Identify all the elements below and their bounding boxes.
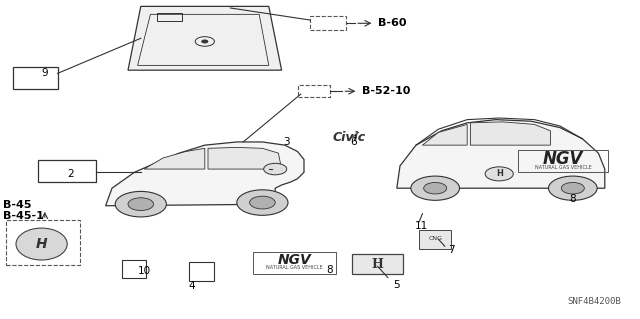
Text: 10: 10 [138, 266, 151, 276]
Circle shape [264, 163, 287, 175]
Text: 3: 3 [284, 137, 290, 147]
Bar [253, 252, 336, 274]
Polygon shape [144, 148, 205, 169]
Bar [157, 13, 182, 21]
Circle shape [202, 40, 208, 43]
Bar [6, 220, 80, 265]
Text: 9: 9 [42, 68, 48, 78]
Text: H: H [36, 237, 47, 251]
Text: 2: 2 [67, 169, 74, 179]
Text: 8: 8 [570, 194, 576, 204]
Circle shape [237, 190, 288, 215]
Polygon shape [106, 142, 304, 206]
Bar [310, 16, 346, 30]
Text: NGV: NGV [543, 151, 584, 168]
Bar [518, 150, 608, 172]
Bar [38, 160, 96, 182]
Bar [352, 254, 403, 274]
Polygon shape [422, 124, 467, 145]
Text: Civic: Civic [332, 131, 365, 144]
Bar [419, 230, 451, 249]
Bar [13, 67, 58, 89]
Text: CNG: CNG [428, 236, 442, 241]
Circle shape [128, 198, 154, 211]
Text: 6: 6 [350, 137, 356, 147]
Circle shape [424, 182, 447, 194]
Bar [298, 85, 330, 97]
Circle shape [561, 182, 584, 194]
Text: B-60: B-60 [378, 18, 406, 28]
Circle shape [250, 196, 275, 209]
Polygon shape [128, 6, 282, 70]
Polygon shape [397, 120, 605, 188]
Text: NATURAL GAS VEHICLE: NATURAL GAS VEHICLE [535, 165, 591, 170]
Circle shape [411, 176, 460, 200]
Polygon shape [208, 147, 282, 169]
Text: B-45
B-45-1: B-45 B-45-1 [3, 200, 44, 221]
Text: B-52-10: B-52-10 [362, 86, 410, 96]
Circle shape [548, 176, 597, 200]
Bar [189, 262, 214, 281]
Text: H: H [372, 258, 383, 271]
Circle shape [115, 191, 166, 217]
Text: 8: 8 [326, 264, 333, 275]
Text: 7: 7 [448, 245, 454, 256]
Text: NGV: NGV [278, 253, 311, 267]
Text: SNF4B4200B: SNF4B4200B [567, 297, 621, 306]
Bar [122, 260, 146, 278]
Text: 11: 11 [415, 221, 428, 232]
Text: NATURAL GAS VEHICLE: NATURAL GAS VEHICLE [266, 265, 323, 271]
Text: 4: 4 [189, 280, 195, 291]
Polygon shape [470, 122, 550, 145]
Ellipse shape [16, 228, 67, 260]
Text: H: H [496, 169, 502, 178]
Circle shape [485, 167, 513, 181]
Text: 5: 5 [394, 279, 400, 290]
